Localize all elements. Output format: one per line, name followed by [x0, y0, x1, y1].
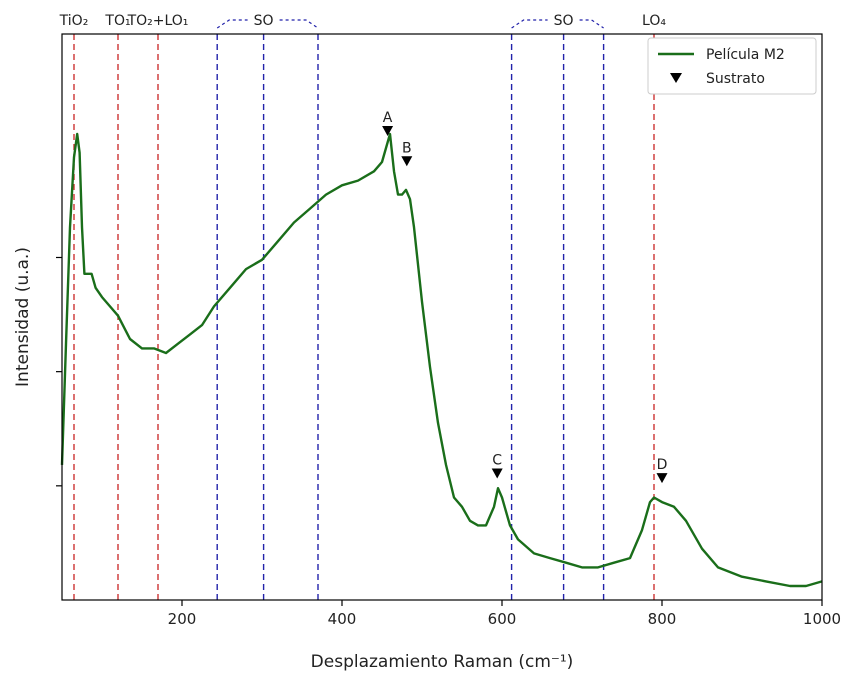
substrate-markers: AB C D: [382, 110, 668, 484]
y-axis-ticks: [56, 256, 62, 487]
x-tick-label-2: 600: [488, 610, 517, 628]
top-label-4: SO: [554, 13, 574, 29]
legend-box: [647, 37, 817, 95]
marker-label-D: D: [657, 457, 668, 473]
x-tick-label-4: 1000: [803, 610, 841, 628]
series-line-pelicula: [60, 132, 823, 588]
y-axis-label: Intensidad (u.a.): [13, 247, 33, 387]
x-axis-label: Desplazamiento Raman (cm⁻¹): [311, 652, 574, 672]
marker-label-C: C: [492, 453, 502, 469]
legend-label-pelicula: Película M2: [706, 47, 785, 63]
marker-B: [401, 156, 413, 167]
top-label-5: LO₄: [642, 13, 666, 29]
marker-label-A: A: [383, 110, 393, 126]
x-tick-label-3: 800: [648, 610, 677, 628]
legend: Película M2 Sustrato: [647, 37, 817, 95]
top-label-3: SO: [254, 13, 274, 29]
legend-triangle-swatch: [670, 73, 682, 83]
x-tick-label-1: 400: [328, 610, 357, 628]
bracket-right-3: [279, 19, 319, 29]
bracket-right-4: [579, 19, 604, 29]
marker-C: [491, 468, 503, 479]
marker-label-B: B: [402, 140, 412, 156]
marker-A: [382, 125, 394, 136]
plot-area-frame: [61, 33, 823, 601]
marker-D: [656, 473, 668, 484]
x-tick-label-0: 200: [168, 610, 197, 628]
series-layer: [60, 132, 823, 588]
vertical-reference-lines: [73, 34, 655, 600]
top-label-1: TO₁: [104, 13, 130, 29]
top-label-0: TiO₂: [59, 13, 89, 29]
top-label-2: TO₂+LO₁: [127, 13, 189, 29]
x-axis-ticks: 200 400 600 800 1000: [168, 600, 841, 628]
bracket-left-3: [216, 19, 248, 29]
legend-label-sustrato: Sustrato: [706, 71, 765, 87]
bracket-left-4: [511, 19, 548, 29]
